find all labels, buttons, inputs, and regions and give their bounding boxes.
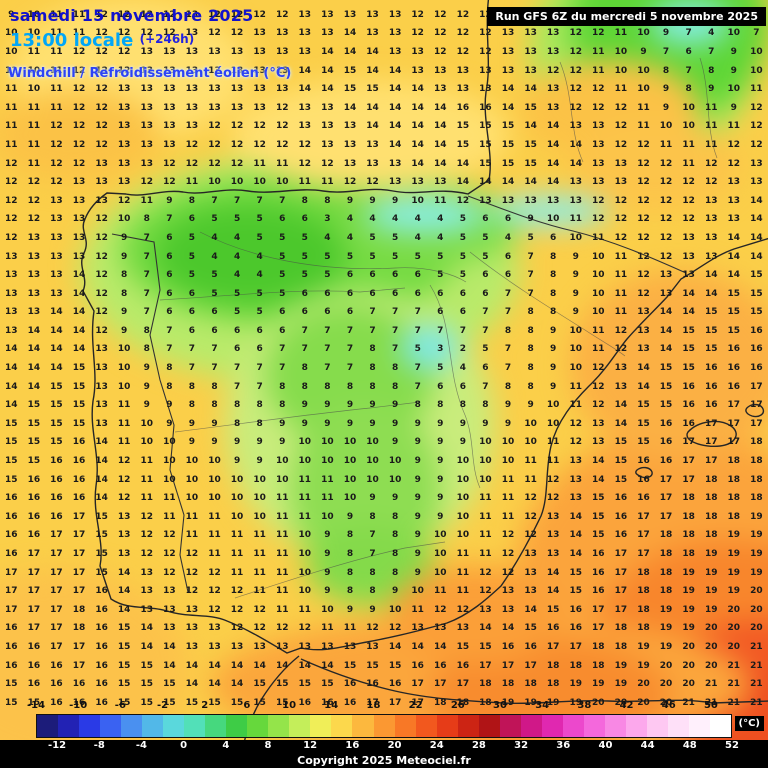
grid-row: 11 10 11 12 12 12 13 13 13 13 13 13 13 14 14 15 14 14 13 13… (5, 65, 763, 76)
grid-row: 14 14 14 15 13 10 9 8 7 7 7 7 7 8 7 7 8 8 7 5 4 6 7 8 9 10 12 13 14 1… (5, 363, 763, 374)
grid-row: 12 11 12 12 13 13 13 12 12 12 12 11 11 12 12 13 13 13 14 14… (5, 158, 763, 169)
copyright-label: Copyright 2025 Meteociel.fr (297, 754, 471, 767)
grid-row: 11 10 11 12 12 13 13 13 13 13 13 13 13 14 14 15 15 14 14 13… (5, 84, 763, 95)
grid-row: 10 10 11 11 12 12 12 12 13 12 12 13 13 13 13 14 13 13 12 12… (5, 28, 760, 39)
date-label: samedi 15 novembre 2025 (10, 6, 254, 25)
grid-row: 15 15 15 15 13 11 10 9 9 9 8 8 9 9 9 9 9 9 9 9 9 9 9 10 10 12 13 14… (5, 418, 763, 429)
grid-row: 11 11 11 12 12 13 13 13 13 13 13 13 12 13 13 14 14 14 14 14… (5, 102, 763, 113)
grid-row: 15 15 16 16 16 15 15 15 15 15 15 15 15 16 16 16 17 17 17 18… (5, 697, 763, 708)
grid-row: 16 16 17 17 15 13 12 12 11 11 11 11 11 10 9 8 7 8 9 10 10 11 1… (5, 530, 763, 541)
grid-row: 13 13 13 13 12 9 7 6 5 4 4 4 5 5 5 5 5 5 5 5 5 5 6 7 8 9 10 11 12 12 1… (5, 251, 763, 262)
grid-row: 13 13 14 14 12 9 7 6 6 6 5 5 6 6 6 6 7 7 7 6 6 7 7 8 8 9 10 11 13 14 1… (5, 307, 763, 318)
parameter-label: Windchill / Refroidissement éolien (°C) (8, 66, 292, 81)
grid-row: 10 11 11 12 12 12 13 13 13 13 13 13 13 13 14 14 14 13 13 12… (5, 46, 763, 57)
grid-row: 15 16 16 16 16 15 15 15 14 14 14 15 15 15 15 16 16 16 17 17… (5, 679, 763, 690)
time-label: 13:00 locale (+246h) (10, 30, 194, 51)
colorbar-top-labels: -14 -10 -6 -2 2 6 10 14 18 22 26 30 34 38 42 46 50 (26, 700, 718, 711)
grid-row: 15 15 15 16 14 11 10 10 9 9 9 9 9 10 10 10 10 9 9 9 9 10 10 10 1… (5, 437, 763, 448)
grid-row: 13 13 13 14 12 8 7 6 6 5 5 5 5 6 6 6 6 6 6 6 6 6 7 7 8 9 10 11 12 13 1… (5, 288, 763, 299)
value-grid: 9 10 11 11 12 12 12 12 13 12 12 12 12 13 13 13 13 13 12 12 1… (0, 6, 768, 713)
grid-row: 12 13 13 13 12 9 7 6 5 4 4 5 5 5 4 4 5 5 4 4 5 5 4 5 6 10 11 12 12 12… (5, 232, 763, 243)
grid-row: 16 17 17 18 16 15 14 13 13 13 12 12 12 12 11 11 12 12 13 13… (5, 623, 763, 634)
grid-row: 12 12 13 13 12 10 8 7 6 5 5 5 6 6 3 4 4 4 4 4 5 6 6 9 10 11 12 12 12… (5, 214, 763, 225)
grid-row: 16 16 16 16 14 12 11 11 10 10 10 10 11 11 11 10 9 9 9 9 10 11… (5, 493, 763, 504)
grid-row: 16 16 16 17 16 15 15 14 14 14 14 14 14 14 14 15 15 15 16 16… (5, 660, 763, 671)
grid-row: 14 15 15 15 13 11 9 9 8 8 8 8 8 9 9 9 9 9 8 8 8 8 9 9 10 11 12 14 15… (5, 400, 763, 411)
grid-row: 14 14 15 15 13 10 9 8 8 8 7 7 8 8 8 8 8 8 7 6 6 7 8 8 9 11 12 13 14 1… (5, 381, 763, 392)
grid-row: 14 14 14 14 13 10 8 7 7 7 6 6 7 7 7 7 8 7 5 3 2 5 7 8 9 10 11 12 13 1… (5, 344, 763, 355)
grid-row: 12 12 12 13 13 13 12 12 11 10 10 10 10 11 11 12 12 13 13 13… (5, 177, 763, 188)
colorbar-bottom-labels: -12 -8 -4 0 4 8 12 16 20 24 28 32 36 40 44 48 52 (48, 740, 739, 751)
grid-row: 16 16 17 17 16 15 14 14 13 13 13 13 13 13 13 13 13 14 14 14… (5, 641, 763, 652)
unit-label: (°C) (734, 716, 764, 731)
grid-row: 11 11 12 12 12 13 13 13 12 12 12 12 12 12 13 13 13 14 14 14… (5, 139, 763, 150)
grid-row: 15 16 16 16 14 12 11 10 10 10 10 10 10 11 11 10 10 10 9 9 10… (5, 474, 763, 485)
forecast-offset-label: (+246h) (139, 32, 195, 46)
grid-row: 15 15 16 16 14 12 11 10 10 10 9 9 10 10 10 10 10 10 9 9 10 10… (5, 456, 763, 467)
model-run-info: Run GFS 6Z du mercredi 5 novembre 2025 (487, 7, 766, 26)
grid-row: 13 14 14 14 12 9 8 7 6 6 6 6 6 7 7 7 7 7 7 7 7 7 8 8 9 10 11 12 13 14… (5, 325, 763, 336)
grid-row: 16 16 16 17 15 13 12 11 11 11 10 10 11 11 10 9 8 8 9 9 10 11 1… (5, 511, 763, 522)
grid-row: 11 11 12 12 12 13 13 13 13 12 12 12 12 13 13 13 14 14 14 14… (5, 121, 763, 132)
grid-row: 17 17 17 17 15 14 13 12 12 12 11 11 11 10 9 8 8 8 9 10 11 12 1… (5, 567, 763, 578)
grid-row: 17 17 17 17 16 14 13 13 12 12 12 11 11 10 9 8 8 9 10 11 11 12… (5, 586, 763, 597)
colorbar (36, 714, 732, 738)
time-text: 13:00 locale (10, 30, 134, 51)
bottom-bar: -12 -8 -4 0 4 8 12 16 20 24 28 32 36 40 44 48 52 Copyrig… (0, 740, 768, 768)
grid-row: 17 17 17 18 16 14 13 13 13 12 12 12 11 11 10 9 9 10 11 12 12… (5, 604, 763, 615)
grid-row: 16 17 17 17 15 13 12 12 12 11 11 11 11 10 9 8 7 8 9 10 11 11 1… (5, 549, 763, 560)
grid-row: 13 13 13 14 12 8 7 6 5 5 4 4 5 5 5 6 6 6 6 5 5 6 6 7 8 9 10 11 12 13 1… (5, 270, 763, 281)
grid-row: 12 12 13 13 13 12 11 9 8 7 7 7 7 8 8 9 9 9 10 11 12 13 13 13 13 1… (5, 195, 763, 206)
